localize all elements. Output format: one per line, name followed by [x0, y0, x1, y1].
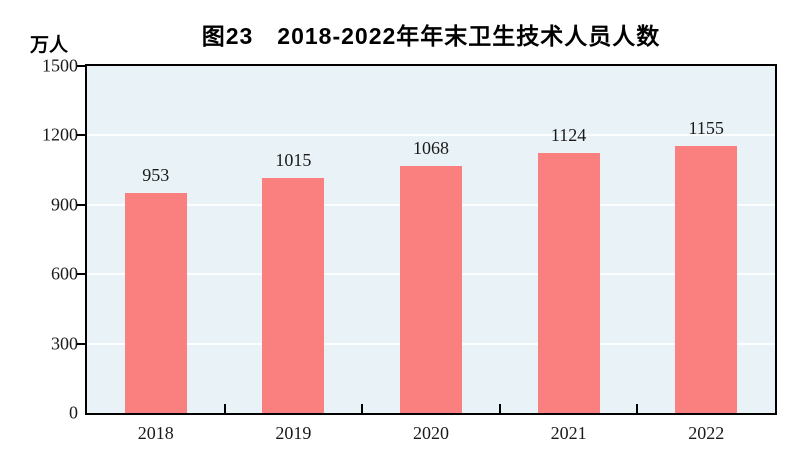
- bar-value-label: 1015: [275, 150, 312, 171]
- bar-value-label: 1124: [550, 124, 587, 145]
- x-axis-label: 2019: [275, 423, 312, 443]
- x-tick-mark: [361, 404, 364, 413]
- bar: [537, 152, 600, 413]
- bar: [675, 145, 738, 413]
- bar-value-label: 953: [142, 164, 170, 185]
- bar-value-label: 1155: [688, 117, 724, 138]
- x-tick-mark: [498, 404, 501, 413]
- y-tick-label: 1200: [42, 124, 78, 145]
- y-tick-mark: [77, 342, 85, 345]
- y-axis-unit-label: 万人: [30, 35, 69, 56]
- y-tick-label: 900: [51, 194, 78, 215]
- bar-value-label: 1068: [413, 137, 449, 158]
- y-tick-label: 600: [51, 263, 78, 284]
- x-axis-label: 2022: [688, 423, 725, 443]
- x-tick-mark: [223, 404, 226, 413]
- y-tick-mark: [77, 65, 85, 67]
- y-tick-mark: [77, 273, 85, 276]
- bar: [400, 165, 462, 413]
- y-tick-label: 300: [51, 333, 78, 354]
- y-tick-label: 1500: [42, 55, 78, 76]
- y-tick-mark: [77, 203, 85, 206]
- x-axis-label: 2018: [137, 423, 174, 443]
- plot-area: 953 1015 1068 1124 1155: [85, 64, 777, 415]
- x-axis-label: 2020: [413, 423, 449, 443]
- bar: [262, 178, 325, 413]
- chart-title: 图23 2018-2022年年末卫生技术人员人数: [201, 23, 661, 49]
- x-axis-label: 2021: [550, 423, 587, 443]
- x-tick-mark: [636, 404, 639, 413]
- gridline: [87, 134, 775, 137]
- bar: [124, 192, 187, 413]
- y-tick-label: 0: [69, 402, 78, 423]
- y-tick-mark: [77, 134, 85, 137]
